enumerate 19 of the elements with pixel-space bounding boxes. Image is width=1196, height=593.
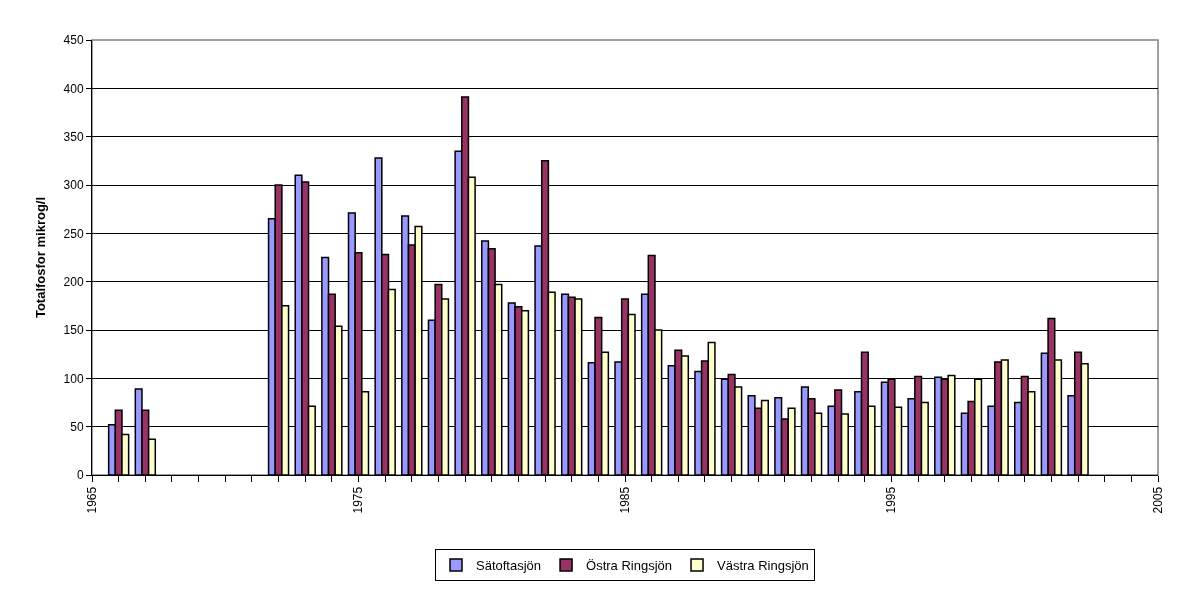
legend-label: Västra Ringsjön xyxy=(717,557,809,573)
x-tick-label: 1995 xyxy=(884,486,899,514)
legend-label: Sätoftasjön xyxy=(476,557,542,573)
x-tick-label: 1985 xyxy=(617,486,632,514)
y-tick-label: 350 xyxy=(63,129,84,144)
x-tick-label: 1965 xyxy=(84,486,99,514)
x-tick-label: 1975 xyxy=(351,486,366,514)
y-axis-title: Totalfosfor mikrog/l xyxy=(32,196,48,319)
y-tick-label: 100 xyxy=(63,371,84,386)
y-tick-label: 0 xyxy=(76,468,84,483)
y-tick-label: 50 xyxy=(70,419,84,434)
y-tick-label: 300 xyxy=(63,178,84,193)
y-tick-label: 150 xyxy=(63,323,84,338)
y-tick-label: 450 xyxy=(63,33,84,48)
y-tick-label: 200 xyxy=(63,274,84,289)
legend-label: Östra Ringsjön xyxy=(586,557,673,573)
x-tick-label: 2005 xyxy=(1150,486,1165,514)
y-tick-label: 250 xyxy=(63,226,84,241)
y-tick-label: 400 xyxy=(63,81,84,96)
